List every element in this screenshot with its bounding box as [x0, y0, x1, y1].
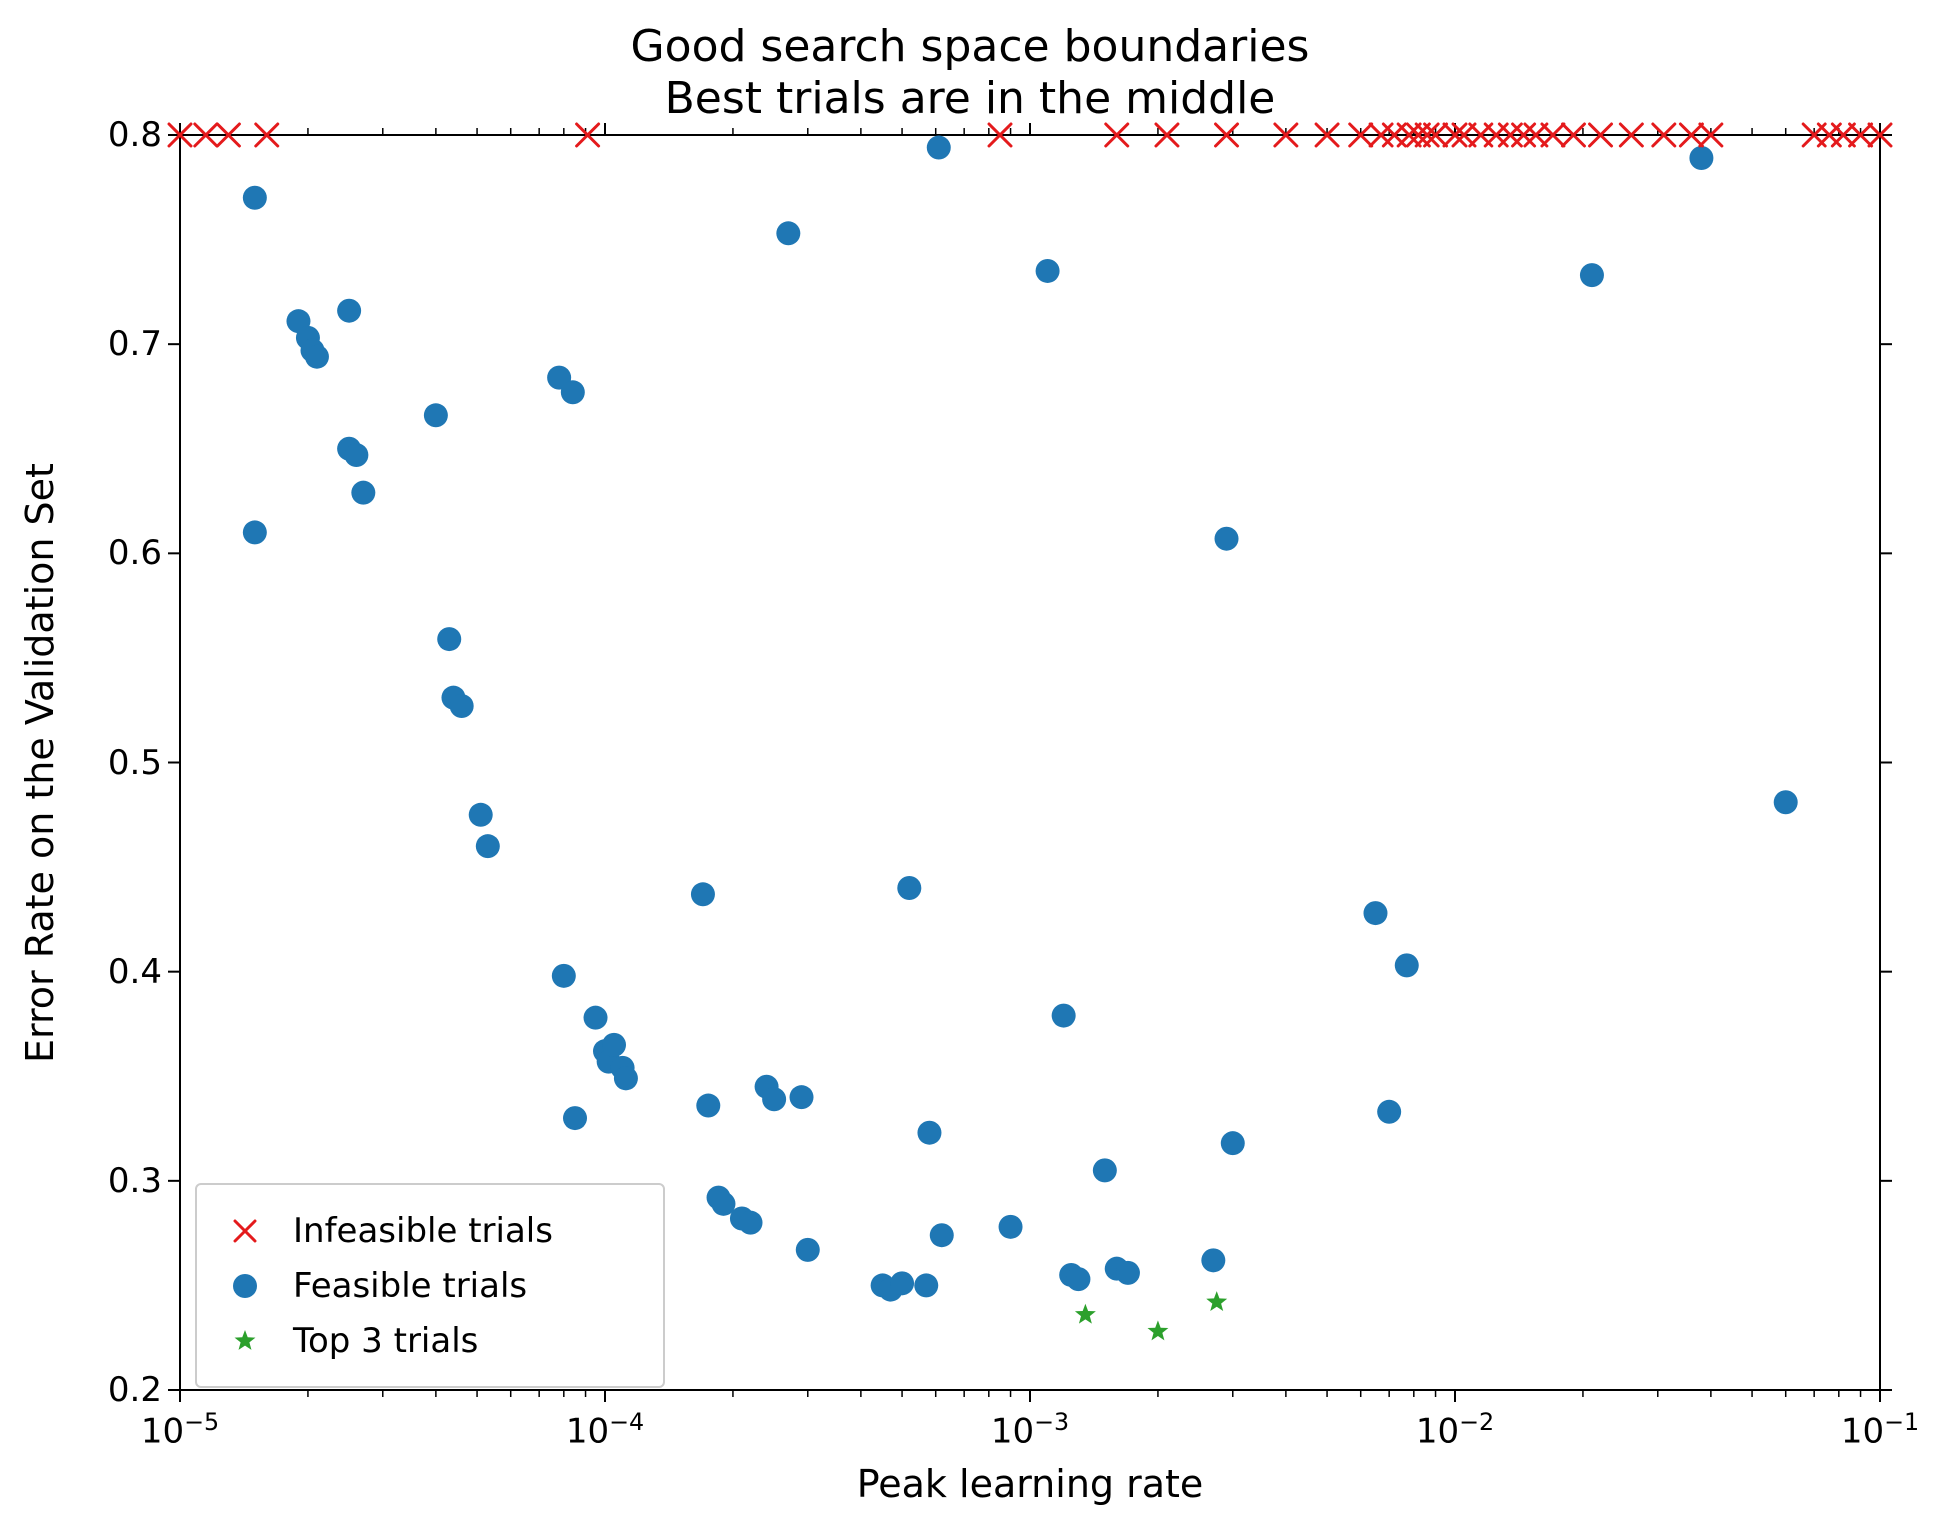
y-tick-label: 0.5 — [108, 743, 162, 783]
y-tick-label: 0.2 — [108, 1370, 162, 1410]
series-feasible — [243, 136, 1798, 1302]
chart-title-line1: Good search space boundaries — [0, 21, 1940, 72]
legend-item-infeasible: Infeasible trials — [215, 1209, 645, 1253]
data-point — [696, 1094, 720, 1118]
data-point — [344, 443, 368, 467]
data-point — [1580, 263, 1604, 287]
data-point — [305, 345, 329, 369]
data-point — [1215, 527, 1239, 551]
data-point — [762, 1087, 786, 1111]
data-point — [1116, 1261, 1140, 1285]
x-tick-label: 10−2 — [1416, 1408, 1494, 1451]
y-tick-label: 0.4 — [108, 952, 162, 992]
star-icon — [215, 1319, 275, 1363]
legend-label: Top 3 trials — [293, 1321, 478, 1361]
data-point — [476, 834, 500, 858]
data-point — [1075, 1304, 1096, 1324]
data-point — [796, 1238, 820, 1262]
data-point — [1066, 1267, 1090, 1291]
data-point — [1377, 1100, 1401, 1124]
data-point — [914, 1273, 938, 1297]
y-axis-label: Error Rate on the Validation Set — [18, 463, 62, 1063]
data-point — [1206, 1291, 1227, 1311]
data-point — [602, 1033, 626, 1057]
legend: Infeasible trials Feasible trials Top 3 tr… — [195, 1183, 665, 1388]
data-point — [739, 1211, 763, 1235]
data-point — [1689, 146, 1713, 170]
data-point — [469, 803, 493, 827]
x-tick-label: 10−4 — [566, 1408, 644, 1451]
data-point — [1036, 259, 1060, 283]
x-tick-label: 10−1 — [1841, 1408, 1919, 1451]
data-point — [563, 1106, 587, 1130]
legend-label: Infeasible trials — [293, 1211, 553, 1251]
data-point — [584, 1006, 608, 1030]
x-tick-label: 10−5 — [141, 1408, 219, 1451]
data-point — [897, 876, 921, 900]
chart-container: Good search space boundaries Best trials… — [0, 0, 1940, 1539]
data-point — [561, 380, 585, 404]
data-point — [552, 964, 576, 988]
circle-icon — [215, 1264, 275, 1308]
y-tick-label: 0.3 — [108, 1161, 162, 1201]
x-axis-label: Peak learning rate — [857, 1462, 1204, 1506]
data-point — [927, 136, 951, 160]
x-tick-label: 10−3 — [991, 1408, 1069, 1451]
data-point — [890, 1271, 914, 1295]
data-point — [437, 627, 461, 651]
data-point — [243, 186, 267, 210]
data-point — [691, 882, 715, 906]
data-point — [614, 1066, 638, 1090]
data-point — [1395, 953, 1419, 977]
x-marker-icon — [215, 1209, 275, 1253]
data-point — [450, 694, 474, 718]
y-tick-label: 0.7 — [108, 324, 162, 364]
data-point — [424, 403, 448, 427]
data-point — [999, 1215, 1023, 1239]
data-point — [930, 1223, 954, 1247]
y-tick-label: 0.8 — [108, 115, 162, 155]
data-point — [1774, 790, 1798, 814]
legend-label: Feasible trials — [293, 1266, 527, 1306]
data-point — [917, 1121, 941, 1145]
data-point — [1363, 901, 1387, 925]
legend-item-feasible: Feasible trials — [215, 1264, 645, 1308]
data-point — [776, 221, 800, 245]
series-top3 — [1075, 1291, 1227, 1340]
y-tick-label: 0.6 — [108, 533, 162, 573]
data-point — [1201, 1248, 1225, 1272]
data-point — [337, 299, 361, 323]
chart-title-line2: Best trials are in the middle — [0, 73, 1940, 124]
data-point — [1221, 1131, 1245, 1155]
data-point — [351, 481, 375, 505]
data-point — [1147, 1320, 1168, 1340]
data-point — [790, 1085, 814, 1109]
data-point — [1093, 1158, 1117, 1182]
data-point — [243, 520, 267, 544]
data-point — [1052, 1004, 1076, 1028]
legend-item-top3: Top 3 trials — [215, 1319, 645, 1363]
